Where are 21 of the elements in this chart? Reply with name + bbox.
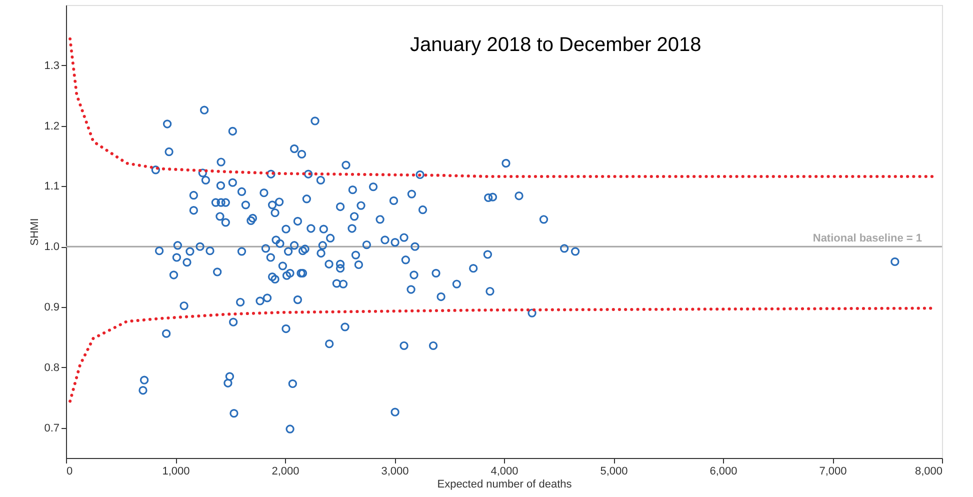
y-tick-label: 1.1 bbox=[44, 180, 60, 193]
line-series bbox=[68, 37, 936, 178]
y-tick-label: 1.0 bbox=[44, 241, 60, 254]
x-tick-label: 2,000 bbox=[272, 466, 300, 478]
text: January 2018 to December 2018 bbox=[410, 34, 702, 56]
x-tick-label: 4,000 bbox=[490, 466, 518, 478]
x-tick-label: 6,000 bbox=[710, 466, 738, 478]
y-axis-title: SHMI bbox=[29, 218, 42, 246]
x-tick-label: 3,000 bbox=[381, 466, 409, 478]
y-tick-label: 1.3 bbox=[44, 60, 60, 72]
x-tick-label: 1,000 bbox=[162, 466, 190, 478]
x-tick-label: 8,000 bbox=[914, 466, 942, 478]
y-tick-label: 0.7 bbox=[44, 422, 60, 434]
x-tick-label: 5,000 bbox=[600, 466, 628, 478]
ref-line-label: National baseline = 1 bbox=[812, 232, 922, 245]
y-tick-label: 0.8 bbox=[44, 362, 60, 374]
y-tick-label: 0.9 bbox=[44, 302, 60, 314]
x-axis-title: Expected number of deaths bbox=[437, 478, 572, 490]
x-tick-label: 0 bbox=[66, 466, 73, 478]
y-tick-label: 1.2 bbox=[44, 120, 60, 132]
x-tick-label: 7,000 bbox=[819, 466, 847, 478]
